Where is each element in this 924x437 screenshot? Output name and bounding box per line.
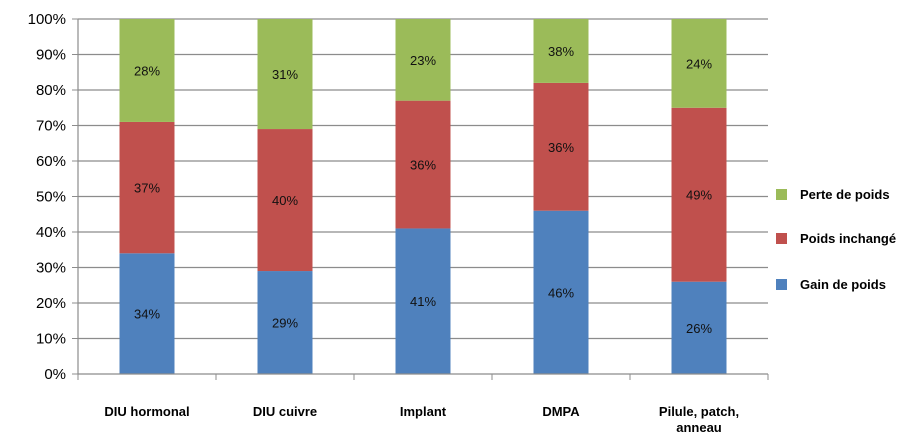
data-label: 38%	[548, 44, 574, 59]
x-tick-label: DIU cuivre	[253, 404, 317, 419]
x-tick-label: anneau	[676, 420, 722, 435]
data-label: 46%	[548, 285, 574, 300]
bars: 34% 37% 28% 29% 40% 31% 41% 36% 23% 46% 36% 38% 26% 4…	[119, 19, 727, 374]
legend-swatch	[776, 233, 787, 244]
bar-segment	[119, 19, 175, 122]
data-label: 28%	[134, 63, 160, 78]
y-tick-label: 90%	[36, 47, 66, 64]
bar-segment	[395, 100, 451, 229]
bar-segment	[533, 210, 589, 374]
bar-segment	[671, 281, 727, 374]
legend-label: Perte de poids	[800, 187, 890, 202]
y-tick-label: 100%	[28, 11, 66, 28]
data-label: 23%	[410, 53, 436, 68]
data-label: 49%	[686, 188, 712, 203]
legend-label: Poids inchangé	[800, 231, 896, 246]
y-tick-label: 60%	[36, 153, 66, 170]
x-axis-ticks: DIU hormonal DIU cuivre Implant DMPA Pilule,…	[104, 404, 739, 435]
legend-label: Gain de poids	[800, 277, 886, 292]
data-label: 31%	[272, 67, 298, 82]
x-tick-label: DMPA	[542, 404, 580, 419]
bar-segment	[119, 253, 175, 374]
y-tick-label: 70%	[36, 118, 66, 135]
bar-segment	[671, 19, 727, 108]
data-label: 40%	[272, 193, 298, 208]
bar-segment	[257, 129, 313, 272]
y-tick-label: 10%	[36, 331, 66, 348]
bar-segment	[533, 82, 589, 211]
legend: Perte de poids Poids inchangé Gain de poid…	[776, 187, 896, 292]
data-label: 37%	[134, 181, 160, 196]
x-tick-label: DIU hormonal	[104, 404, 189, 419]
bar-segment	[257, 271, 313, 374]
bar-segment	[533, 19, 589, 83]
data-label: 29%	[272, 316, 298, 331]
data-label: 36%	[548, 140, 574, 155]
legend-swatch	[776, 189, 787, 200]
y-tick-label: 30%	[36, 260, 66, 277]
bar-segment	[395, 19, 451, 101]
data-label: 24%	[686, 56, 712, 71]
legend-swatch	[776, 279, 787, 290]
bar-segment	[395, 228, 451, 374]
y-tick-label: 40%	[36, 224, 66, 241]
y-tick-label: 20%	[36, 295, 66, 312]
y-tick-label: 80%	[36, 82, 66, 99]
bar-segment	[671, 107, 727, 282]
data-label: 26%	[686, 321, 712, 336]
y-axis-ticks: 0% 10% 20% 30% 40% 50% 60% 70% 80% 90% 100%	[28, 11, 78, 383]
bar-segment	[257, 19, 313, 130]
bar-segment	[119, 121, 175, 254]
data-label: 34%	[134, 307, 160, 322]
x-tick-label: Implant	[400, 404, 447, 419]
data-label: 36%	[410, 158, 436, 173]
x-tick-label: Pilule, patch,	[659, 404, 739, 419]
data-label: 41%	[410, 294, 436, 309]
y-tick-label: 50%	[36, 189, 66, 206]
y-tick-label: 0%	[44, 366, 66, 383]
